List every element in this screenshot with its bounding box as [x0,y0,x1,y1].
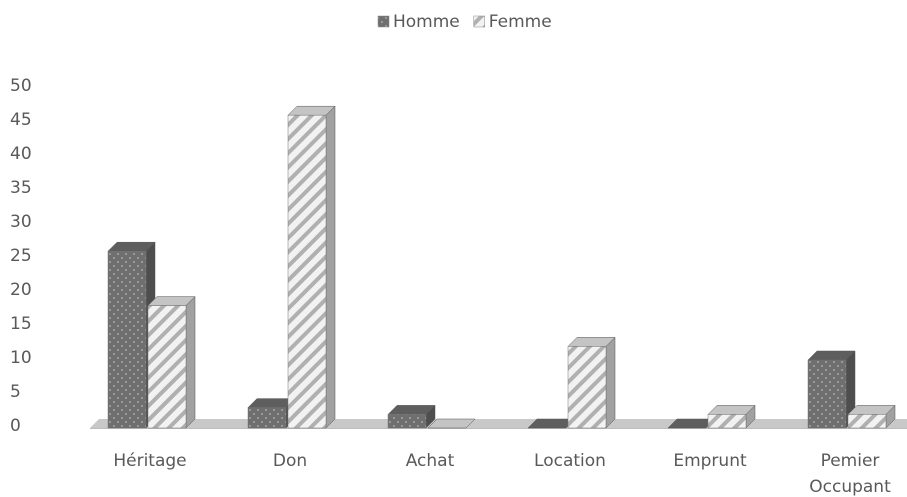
y-tick-label: 30 [10,212,32,232]
bar [567,336,616,429]
x-tick-label: Achat [406,451,455,471]
y-tick-label: 5 [10,382,21,402]
bar [287,105,336,429]
bar-front [147,305,187,429]
y-tick-label: 50 [10,76,32,96]
bar-front [567,346,607,429]
legend-swatch [473,15,486,28]
y-tick-label: 25 [10,246,32,266]
legend-label: Femme [489,12,552,32]
y-tick-label: 35 [10,178,32,198]
bar-front [247,407,287,429]
bar-front [107,250,147,429]
bar-front [807,359,847,429]
legend-swatch [377,15,390,28]
x-tick-label: Pemier Occupant [809,451,891,497]
bar-front [707,414,747,429]
bar-front [387,414,427,429]
bar [707,404,756,429]
floor-front [90,428,907,429]
legend-label: Homme [393,12,460,32]
bar-front [847,414,887,429]
y-tick-label: 40 [10,144,32,164]
bar-front [287,114,327,429]
y-tick-label: 0 [10,416,21,436]
x-tick-label: Location [534,451,606,471]
y-tick-label: 20 [10,280,32,300]
x-tick-label: Héritage [113,451,186,471]
bar-top [427,418,476,429]
bar-side [325,105,336,429]
bar [847,404,896,429]
bar [807,350,856,429]
y-tick-label: 10 [10,348,32,368]
bar-side [605,336,616,429]
bar-side [185,295,196,429]
bar [147,295,196,429]
x-tick-label: Don [273,451,307,471]
bar [387,404,436,429]
y-tick-label: 45 [10,110,32,130]
bar [427,418,476,429]
floor [90,419,907,428]
y-tick-label: 15 [10,314,32,334]
x-tick-label: Emprunt [673,451,747,471]
